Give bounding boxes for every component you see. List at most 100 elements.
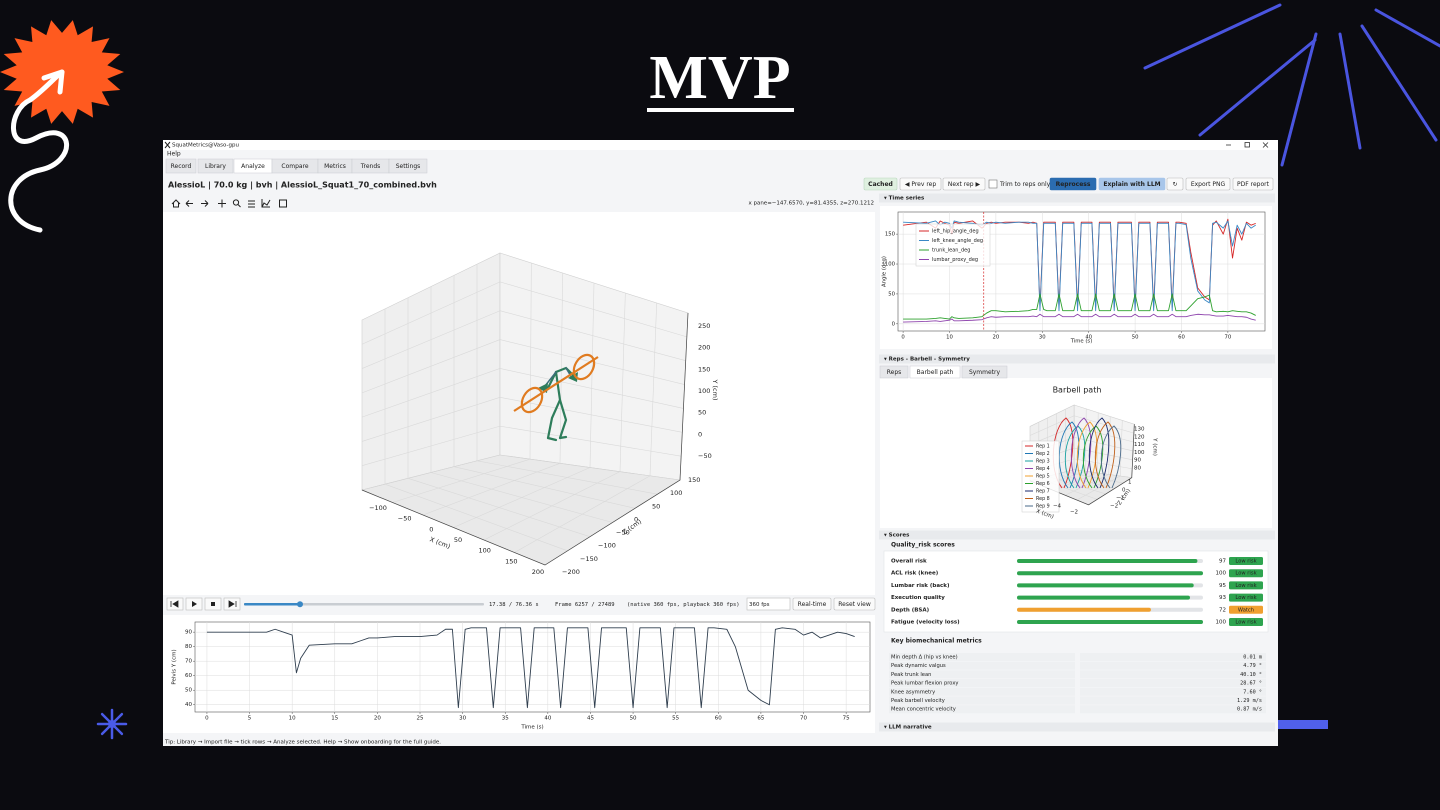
tab[interactable] [388, 158, 428, 174]
x-tick-label: 20 [993, 335, 1000, 341]
z-tick-label: 100 [670, 489, 682, 497]
button[interactable] [863, 177, 898, 191]
tool-configure[interactable] [248, 200, 255, 208]
subtab[interactable] [879, 365, 909, 379]
slider-track[interactable] [244, 603, 484, 606]
y-tick-label: 100 [698, 387, 710, 395]
y-tick-label: 250 [698, 322, 710, 330]
metric-value: 0.01 m [1243, 655, 1262, 661]
button[interactable] [899, 177, 942, 191]
button[interactable] [1166, 177, 1184, 191]
metric-label: Peak dynamic valgus [891, 663, 946, 669]
maximize[interactable] [1244, 142, 1250, 148]
x-tick-label: 150 [505, 557, 517, 565]
x-tick-label: 60 [1178, 335, 1185, 341]
button-label: Next rep ▶ [948, 181, 981, 188]
tool-home[interactable] [171, 199, 181, 208]
checkbox[interactable] [988, 179, 998, 189]
score-bar [1017, 620, 1203, 624]
x-tick-label: −50 [398, 515, 412, 523]
legend-label: Rep 3 [1036, 459, 1050, 465]
y-tick-label: 120 [1134, 434, 1145, 440]
playback-time: 17.38 / 76.36 s [489, 602, 539, 608]
menu-item[interactable]: Help [167, 151, 181, 158]
y-tick-label: 130 [1134, 427, 1145, 433]
button[interactable] [942, 177, 986, 191]
metric-cell [1080, 696, 1266, 705]
metric-cell [1080, 653, 1266, 661]
score-badge [1229, 581, 1263, 590]
tool-forward[interactable] [201, 200, 209, 207]
subtab[interactable] [961, 365, 1008, 379]
x-tick-label: 10 [289, 716, 296, 722]
y-tick-label: 80 [185, 644, 192, 650]
tool-zoom[interactable] [232, 199, 240, 206]
accent-bar [1278, 720, 1328, 729]
tool-pan[interactable] [218, 199, 226, 208]
window-title: SquatMetrics@Vaso-gpu [172, 143, 239, 149]
slider-fill [244, 603, 300, 606]
legend-label: left_knee_angle_deg [932, 238, 983, 244]
y-tick-label: 50 [698, 409, 706, 417]
score-value: 93 [1219, 595, 1226, 601]
tab[interactable] [197, 158, 234, 174]
series-line [903, 220, 1256, 312]
button[interactable] [1232, 177, 1274, 191]
pane-grid [484, 472, 620, 540]
file-label: AlessioL | 70.0 kg | bvh | AlessioL_Squa… [168, 181, 437, 190]
y-tick-label: 90 [185, 630, 192, 636]
rep-path [1088, 417, 1110, 489]
button[interactable] [1185, 177, 1231, 191]
y-axis-label: Y (cm) [1152, 437, 1158, 456]
pane-grid [500, 340, 685, 385]
x-tick-label: 20 [374, 716, 381, 722]
metric-value: 7.60 ° [1243, 689, 1262, 695]
score-bar [1017, 583, 1194, 588]
y-tick-label: 60 [185, 673, 192, 679]
metric-cell [1080, 705, 1266, 714]
legend-label: Rep 2 [1036, 451, 1050, 457]
x-tick-label: 35 [502, 716, 509, 722]
pane-grid [1056, 474, 1114, 488]
tool-axes[interactable] [261, 199, 271, 208]
legend-label: Rep 6 [1036, 481, 1050, 487]
playback-rate: (native 360 fps, playback 360 fps) [627, 602, 740, 608]
pane-grid [362, 368, 500, 417]
axis-edge [362, 313, 688, 565]
x-axis-label: Time (s) [1070, 339, 1093, 345]
subtab-label: Barbell path [917, 369, 954, 376]
close[interactable] [1262, 142, 1269, 148]
x-tick-label: 65 [757, 716, 764, 722]
series-line [903, 313, 1256, 323]
x-tick-label: 40 [544, 716, 551, 722]
fps-spinbox[interactable] [746, 597, 791, 611]
y-tick-label: 100 [885, 262, 896, 268]
score-status: Watch [1238, 607, 1254, 613]
score-bar [1017, 559, 1198, 563]
x-tick-label: 70 [800, 716, 807, 722]
legend-label: Rep 4 [1036, 466, 1050, 472]
button[interactable] [1049, 177, 1097, 191]
metric-cell [889, 661, 1075, 670]
title-bar [163, 140, 1278, 150]
pane-grid [650, 303, 657, 476]
tool-back[interactable] [185, 200, 193, 207]
tool-save[interactable] [279, 199, 287, 208]
button[interactable] [833, 597, 876, 611]
slider-handle[interactable] [297, 601, 303, 608]
button[interactable] [792, 597, 832, 611]
x-tick-label: 5 [248, 716, 252, 722]
tab[interactable] [165, 158, 197, 174]
score-value: 95 [1219, 583, 1226, 589]
legend-label: Rep 7 [1036, 489, 1050, 495]
pane-grid [500, 426, 681, 456]
app-icon [164, 141, 171, 149]
button[interactable] [1098, 177, 1166, 191]
subtab-label: Reps [887, 369, 902, 376]
tab-label: Library [205, 163, 226, 170]
y-tick-label: 90 [1134, 458, 1141, 464]
checkbox-label: Trim to reps only [999, 181, 1051, 188]
subtab[interactable] [909, 365, 961, 379]
metric-cell [889, 670, 1075, 679]
